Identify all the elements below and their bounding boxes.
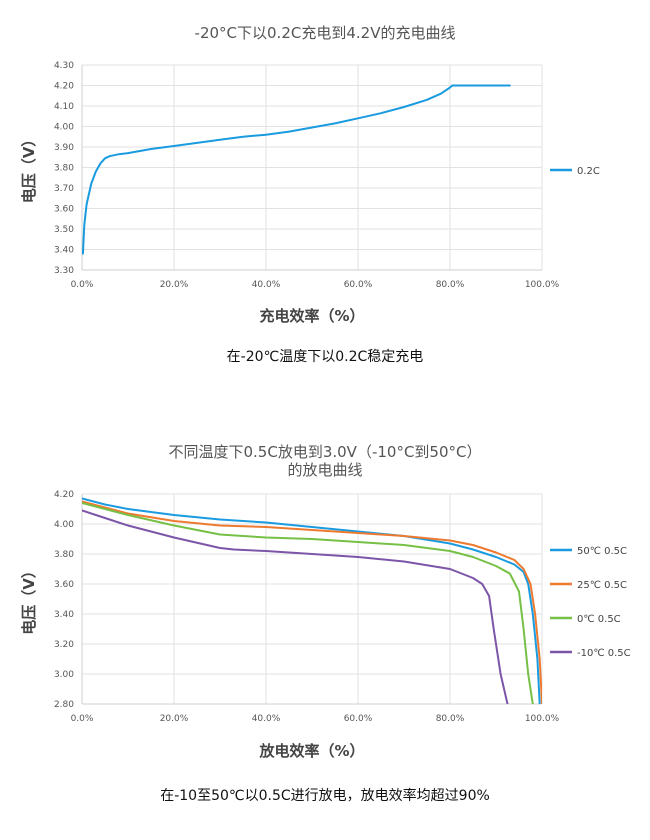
y-tick-label: 3.80 xyxy=(54,550,74,560)
y-tick-label: 4.10 xyxy=(54,102,74,112)
x-tick-label: 100.0% xyxy=(525,280,560,290)
y-tick-label: 4.00 xyxy=(54,123,74,133)
chart-caption: 在-10至50℃以0.5C进行放电，放电效率均超过90% xyxy=(160,788,490,804)
charging-curve-chart: -20°C下以0.2C充电到4.2V的充电曲线 0.0% 20.0% 40.0% 60… xyxy=(0,0,650,340)
legend-label: 0℃ 0.5C xyxy=(577,614,621,625)
y-axis-title: 电压（V） xyxy=(20,563,38,635)
discharge-curve-plot: 0.0% 20.0% 40.0% 60.0% 80.0% 100.0% 2.80 3.00 3.… xyxy=(20,490,631,760)
x-tick-label: 20.0% xyxy=(160,714,189,724)
legend-label: 50℃ 0.5C xyxy=(577,546,627,557)
x-tick-label: 60.0% xyxy=(344,280,373,290)
x-tick-label: 0.0% xyxy=(71,714,94,724)
y-tick-label: 4.00 xyxy=(54,520,74,530)
y-tick-label: 3.70 xyxy=(54,184,74,194)
x-tick-label: 80.0% xyxy=(436,714,465,724)
x-axis-title: 充电效率（%） xyxy=(259,307,364,325)
y-tick-label: 2.80 xyxy=(54,700,74,710)
y-tick-label: 3.30 xyxy=(54,266,74,276)
legend-label: 25℃ 0.5C xyxy=(577,580,627,591)
chart-title: 不同温度下0.5C放电到3.0V（-10°C到50°C） 的放电曲线 xyxy=(0,443,650,479)
series-line-0 xyxy=(82,497,541,704)
x-axis-title: 放电效率（%） xyxy=(258,742,364,760)
x-tick-label: 100.0% xyxy=(525,714,560,724)
legend-label: -10℃ 0.5C xyxy=(577,648,631,659)
y-axis-title: 电压（V） xyxy=(20,132,38,204)
discharge-curve-chart: 不同温度下0.5C放电到3.0V（-10°C到50°C） 的放电曲线 0.0% 2… xyxy=(0,425,650,760)
y-tick-label: 4.30 xyxy=(54,61,74,71)
series-line-3 xyxy=(82,509,509,704)
y-tick-label: 3.40 xyxy=(54,610,74,620)
chart-title: -20°C下以0.2C充电到4.2V的充电曲线 xyxy=(194,24,456,42)
y-tick-label: 4.20 xyxy=(54,82,74,92)
y-tick-label: 3.60 xyxy=(54,580,74,590)
y-tick-label: 3.40 xyxy=(54,246,74,256)
y-tick-label: 4.20 xyxy=(54,490,74,500)
x-tick-label: 60.0% xyxy=(344,714,373,724)
x-tick-label: 80.0% xyxy=(436,280,465,290)
y-tick-label: 3.60 xyxy=(54,205,74,215)
y-tick-label: 3.20 xyxy=(54,640,74,650)
y-tick-label: 3.50 xyxy=(54,225,74,235)
x-tick-label: 20.0% xyxy=(160,280,189,290)
chart-caption: 在-20℃温度下以0.2C稳定充电 xyxy=(226,349,424,365)
x-tick-label: 0.0% xyxy=(71,280,94,290)
series-line-2 xyxy=(82,502,534,704)
x-tick-label: 40.0% xyxy=(252,714,281,724)
y-tick-label: 3.80 xyxy=(54,164,74,174)
y-tick-label: 3.90 xyxy=(54,143,74,153)
x-tick-label: 40.0% xyxy=(252,280,281,290)
chart-title-line1: 不同温度下0.5C放电到3.0V（-10°C到50°C） xyxy=(168,443,482,461)
legend-label: 0.2C xyxy=(577,166,600,177)
series-line-1 xyxy=(82,500,542,704)
y-tick-label: 3.00 xyxy=(54,670,74,680)
chart-title-line2: 的放电曲线 xyxy=(287,461,363,479)
charging-curve-plot: 0.0% 20.0% 40.0% 60.0% 80.0% 100.0% 3.30 3.40 3.… xyxy=(20,61,600,325)
series-line-0 xyxy=(82,84,511,255)
